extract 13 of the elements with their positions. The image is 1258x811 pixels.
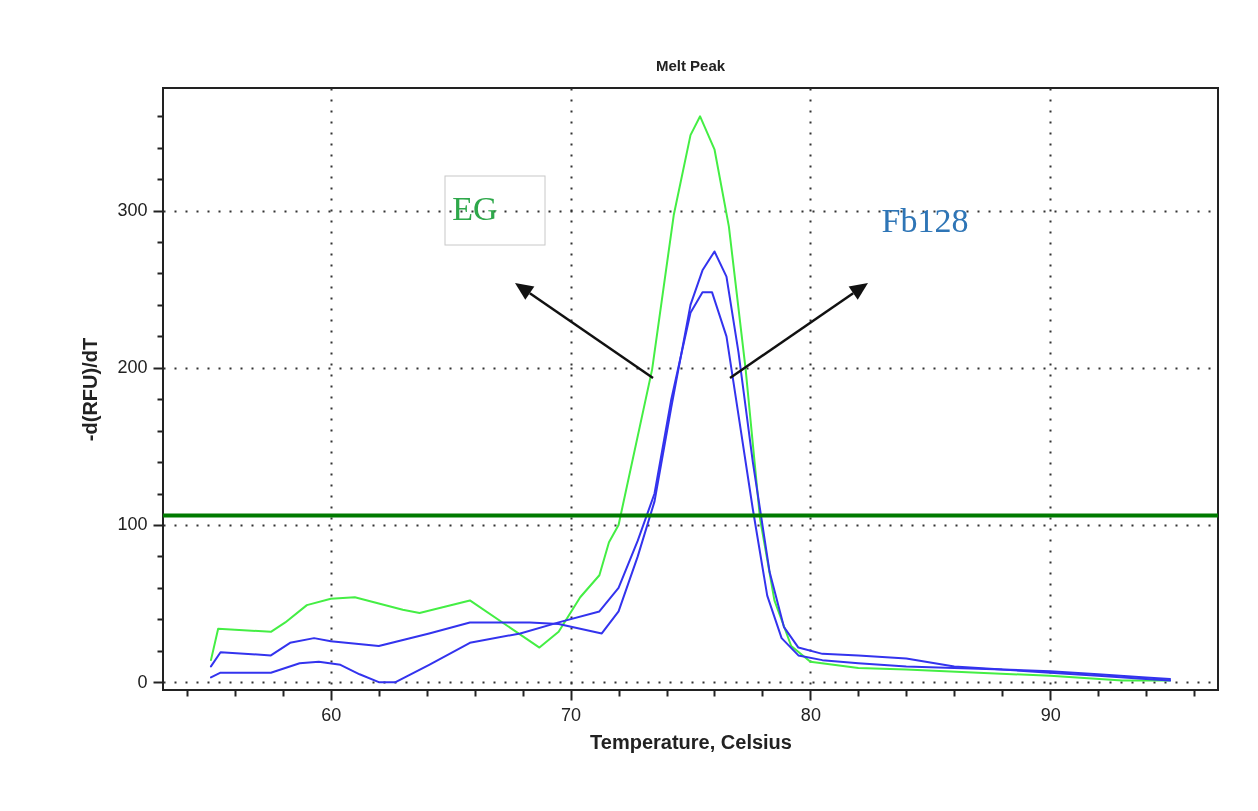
x-tick-label: 70 xyxy=(561,704,582,725)
annotation: Fb128 xyxy=(881,202,969,239)
x-tick-label: 60 xyxy=(321,704,342,725)
y-tick-label: 200 xyxy=(117,357,148,378)
x-tick-label: 80 xyxy=(800,704,821,725)
y-tick-label: 100 xyxy=(117,514,148,535)
y-axis-title: -d(RFU)/dT xyxy=(79,337,102,442)
chart-title: Melt Peak xyxy=(655,57,726,74)
x-tick-label: 90 xyxy=(1040,704,1061,725)
y-tick-label: 0 xyxy=(137,671,148,692)
annotation: EG xyxy=(452,190,498,227)
x-axis-title: Temperature, Celsius xyxy=(590,730,792,753)
y-tick-label: 300 xyxy=(117,200,148,221)
